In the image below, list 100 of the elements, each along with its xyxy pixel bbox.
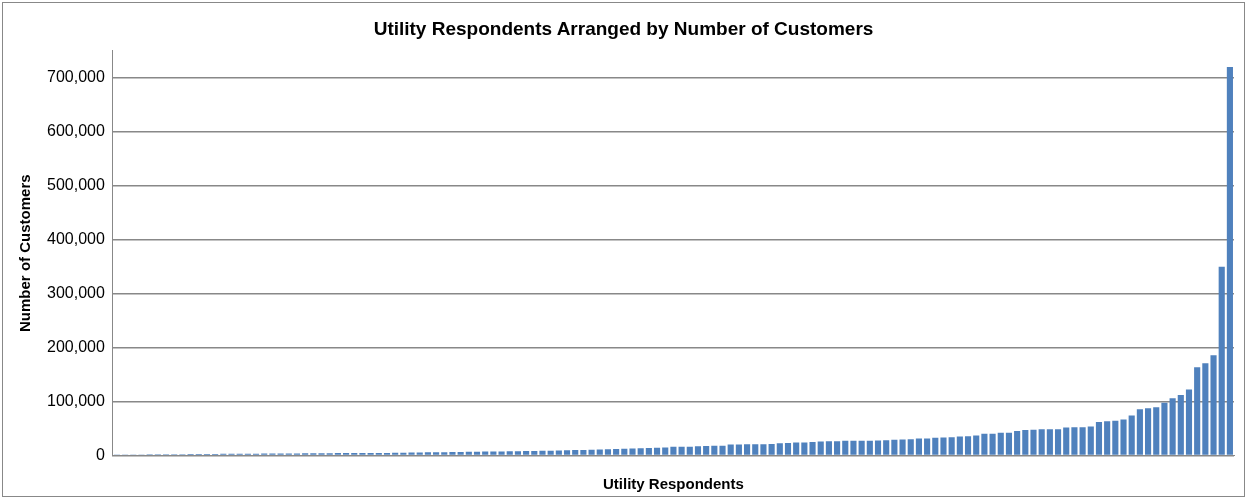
bar [891, 439, 898, 455]
bar [735, 444, 742, 455]
y-tick-label: 500,000 [46, 176, 105, 194]
bar [858, 440, 865, 455]
y-axis-title: Number of Customers [16, 174, 34, 332]
bar [1177, 395, 1184, 455]
bar [727, 444, 734, 455]
bar [506, 451, 513, 455]
bar [400, 452, 407, 455]
bar [531, 450, 538, 455]
bar [1046, 429, 1053, 455]
bar [678, 446, 685, 455]
bar [563, 450, 571, 455]
bar [1145, 408, 1152, 455]
bar [719, 445, 726, 455]
bar [1169, 398, 1176, 455]
bar [842, 440, 849, 455]
bar [547, 450, 554, 455]
bar [793, 442, 800, 455]
bar [1194, 367, 1201, 455]
bar [604, 449, 612, 455]
bar [776, 443, 783, 455]
bar [424, 452, 431, 455]
bar [482, 451, 489, 455]
bar [817, 441, 824, 455]
y-tick-label: 0 [95, 446, 105, 464]
bar [539, 450, 546, 455]
bar [1071, 427, 1078, 455]
bar [1038, 429, 1045, 455]
bar [768, 443, 775, 455]
y-tick-label: 700,000 [46, 68, 105, 86]
bar [883, 440, 890, 455]
bar [744, 444, 751, 455]
bar [1120, 419, 1127, 455]
bar [981, 433, 988, 455]
bar [1161, 402, 1168, 455]
y-tick-label: 200,000 [46, 338, 105, 356]
bar [596, 449, 603, 455]
bar [1087, 426, 1094, 455]
bar [490, 451, 497, 455]
bar [1136, 409, 1143, 455]
bar [973, 435, 980, 455]
bar [441, 452, 448, 455]
bar [416, 452, 423, 455]
bar [662, 447, 669, 455]
bar [645, 448, 652, 455]
bar [580, 449, 587, 455]
bar [850, 440, 857, 455]
bar [711, 445, 718, 455]
bar [1210, 355, 1217, 455]
bar [801, 442, 808, 455]
bar [1022, 430, 1029, 455]
bar [760, 444, 767, 455]
bar [1112, 420, 1119, 455]
bar [514, 451, 521, 455]
bar [473, 451, 481, 455]
bar [948, 437, 955, 455]
bar [784, 442, 792, 455]
bar [694, 446, 702, 455]
bar [1063, 427, 1070, 455]
bar [874, 440, 882, 455]
bar [932, 437, 939, 455]
bar [866, 440, 873, 455]
bar [621, 448, 628, 455]
y-tick-label: 600,000 [46, 122, 105, 140]
bar [1226, 66, 1233, 455]
bar [834, 441, 841, 455]
bar [907, 439, 914, 455]
bar [1185, 389, 1193, 455]
bar [670, 446, 677, 455]
bar [498, 451, 505, 455]
bar [752, 444, 759, 455]
bar [940, 437, 947, 455]
bar [1218, 266, 1225, 455]
bar [637, 448, 644, 455]
bar [1202, 363, 1209, 455]
bar [997, 432, 1004, 455]
bar [523, 451, 530, 455]
bar [899, 439, 906, 455]
bar [1005, 432, 1013, 455]
bar [392, 452, 399, 455]
bar [1014, 431, 1021, 455]
y-tick-label: 400,000 [46, 230, 105, 248]
bar [653, 447, 661, 455]
bar [989, 433, 996, 455]
bar [703, 445, 710, 455]
bar [1030, 429, 1037, 455]
bar [1095, 422, 1103, 455]
bar [1153, 407, 1160, 455]
chart-title: Utility Respondents Arranged by Number of Customers [373, 17, 874, 39]
y-tick-label: 300,000 [46, 284, 105, 302]
bar [588, 449, 595, 455]
bar [1128, 415, 1135, 455]
bar [465, 451, 472, 455]
bar [433, 452, 440, 455]
bar [924, 438, 931, 455]
bar [572, 450, 579, 455]
bar [956, 436, 963, 455]
bar [629, 448, 636, 455]
bar [457, 451, 464, 455]
